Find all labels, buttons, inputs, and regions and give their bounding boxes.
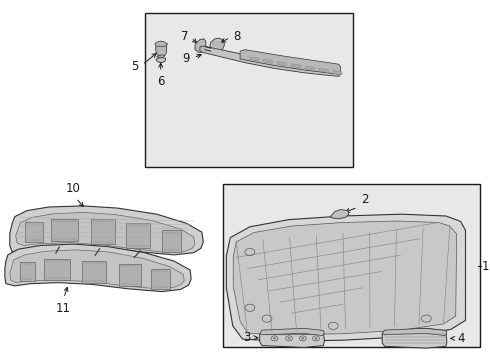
Polygon shape	[210, 38, 224, 51]
Polygon shape	[226, 214, 466, 341]
Circle shape	[273, 337, 276, 339]
Bar	[91, 219, 115, 244]
Text: 7: 7	[181, 30, 188, 42]
Bar	[151, 269, 170, 289]
Polygon shape	[333, 71, 342, 75]
Text: 8: 8	[233, 30, 241, 42]
Polygon shape	[240, 50, 341, 74]
Polygon shape	[156, 58, 166, 63]
Bar	[119, 264, 141, 286]
Text: 2: 2	[361, 193, 368, 206]
Polygon shape	[382, 328, 447, 348]
Text: 10: 10	[66, 182, 81, 195]
Text: 1: 1	[482, 260, 490, 273]
Polygon shape	[260, 328, 324, 347]
Circle shape	[301, 337, 304, 339]
Text: 5: 5	[131, 60, 139, 73]
Bar	[126, 223, 150, 248]
Text: 4: 4	[458, 332, 465, 345]
Bar	[82, 261, 106, 283]
Polygon shape	[264, 59, 272, 63]
Bar	[25, 222, 43, 242]
Circle shape	[315, 337, 318, 339]
Polygon shape	[157, 55, 165, 58]
Polygon shape	[10, 250, 184, 289]
Bar	[223, 184, 480, 347]
Polygon shape	[10, 206, 203, 255]
Text: 11: 11	[55, 302, 70, 315]
Bar	[51, 219, 78, 241]
Polygon shape	[260, 328, 324, 336]
Text: 9: 9	[183, 52, 190, 65]
Polygon shape	[195, 39, 206, 52]
Polygon shape	[278, 62, 287, 66]
Bar	[162, 230, 181, 252]
Polygon shape	[292, 64, 300, 68]
Polygon shape	[305, 66, 314, 70]
Circle shape	[288, 337, 291, 339]
Polygon shape	[155, 41, 168, 47]
Bar	[44, 259, 70, 280]
Polygon shape	[200, 46, 341, 76]
Polygon shape	[250, 57, 259, 61]
Polygon shape	[319, 68, 328, 73]
Polygon shape	[233, 221, 457, 335]
Polygon shape	[382, 328, 447, 336]
Text: 3: 3	[244, 331, 251, 344]
Polygon shape	[16, 212, 195, 253]
Bar	[145, 13, 353, 167]
Polygon shape	[331, 210, 349, 219]
Bar	[20, 262, 35, 281]
Polygon shape	[5, 244, 191, 292]
Polygon shape	[156, 41, 167, 57]
Text: 6: 6	[157, 75, 165, 87]
